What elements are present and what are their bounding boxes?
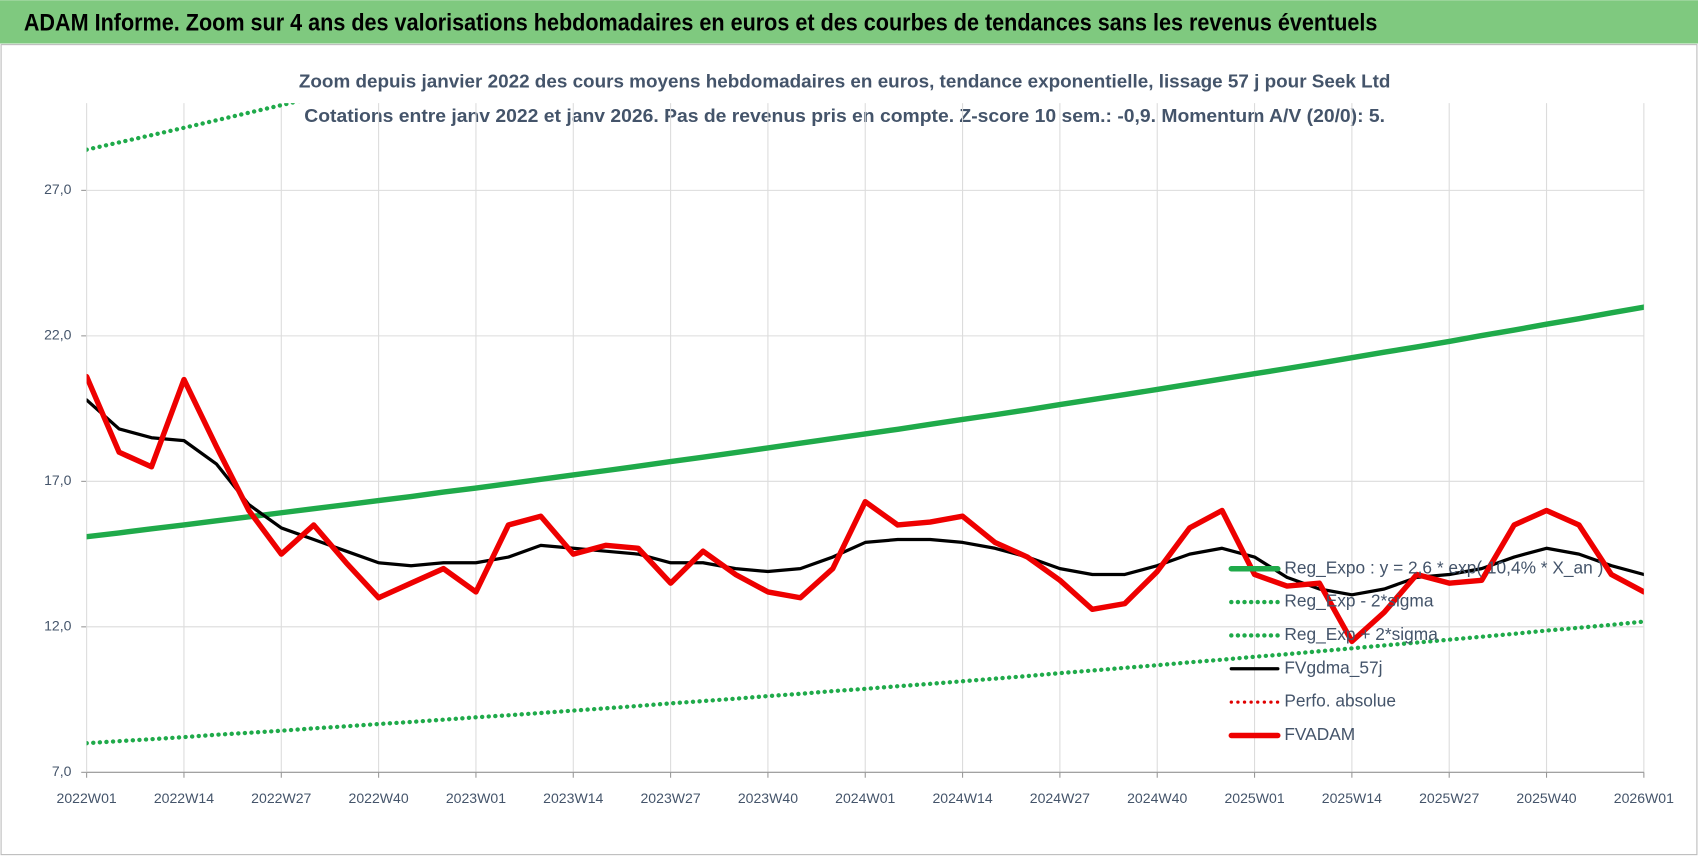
- legend-label: Reg_Expo : y = 2,6 * exp( 10,4% * X_an ): [1284, 557, 1603, 577]
- x-tick-label: 2023W14: [543, 790, 603, 806]
- legend-label: FVADAM: [1284, 724, 1355, 744]
- x-tick-label: 2024W14: [932, 790, 992, 806]
- x-tick-label: 2024W40: [1127, 790, 1187, 806]
- series-line: [86, 398, 1644, 597]
- header-title: ADAM Informe. Zoom sur 4 ans des valoris…: [24, 9, 1378, 36]
- x-tick-label: 2022W01: [57, 790, 117, 806]
- series-line: [86, 619, 1644, 746]
- chart-subtitle: Cotations entre janv 2022 et janv 2026. …: [304, 105, 1385, 126]
- y-tick-label: 7,0: [52, 763, 72, 779]
- header-band: [0, 0, 1698, 44]
- series-line: [86, 373, 1644, 645]
- x-tick-label: 2023W40: [738, 790, 798, 806]
- y-tick-label: 17,0: [44, 472, 72, 488]
- chart-title: Zoom depuis janvier 2022 des cours moyen…: [299, 70, 1391, 91]
- x-tick-label: 2022W27: [251, 790, 311, 806]
- x-tick-label: 2024W01: [835, 790, 895, 806]
- x-tick-label: 2025W14: [1322, 790, 1382, 806]
- x-tick-label: 2025W01: [1224, 790, 1284, 806]
- series-line: [86, 304, 1644, 540]
- plot-area: [86, 103, 1644, 746]
- x-tick-label: 2023W27: [640, 790, 700, 806]
- x-tick-label: 2022W40: [349, 790, 409, 806]
- x-tick-label: 2026W01: [1614, 790, 1674, 806]
- x-tick-label: 2024W27: [1030, 790, 1090, 806]
- y-tick-label: 12,0: [44, 618, 72, 634]
- y-tick-label: 27,0: [44, 181, 72, 197]
- x-tick-label: 2025W27: [1419, 790, 1479, 806]
- y-tick-label: 22,0: [44, 327, 72, 343]
- legend-label: Perfo. absolue: [1284, 691, 1396, 711]
- x-tick-label: 2023W01: [446, 790, 506, 806]
- x-tick-label: 2022W14: [154, 790, 214, 806]
- chart-frame: [0, 44, 1698, 856]
- legend-label: Reg_Exp + 2*sigma: [1284, 624, 1438, 644]
- legend-label: Reg_Exp - 2*sigma: [1284, 591, 1434, 611]
- x-tick-label: 2025W40: [1516, 790, 1576, 806]
- legend-label: FVgdma_57j: [1284, 657, 1382, 677]
